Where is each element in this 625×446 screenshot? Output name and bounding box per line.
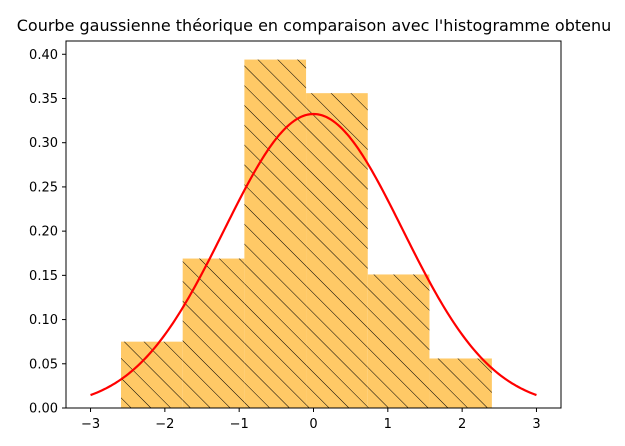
y-tick-label: 0.30 xyxy=(29,136,58,151)
histogram-bars xyxy=(121,59,492,409)
x-tick-label: 1 xyxy=(384,417,392,432)
x-tick-label: 0 xyxy=(309,417,317,432)
y-tick-label: 0.15 xyxy=(29,269,58,284)
x-tick-label: −3 xyxy=(81,417,100,432)
x-tick-label: −2 xyxy=(155,417,174,432)
y-tick-label: 0.40 xyxy=(29,48,58,63)
gaussian-curve xyxy=(90,112,537,397)
x-tick-label: 3 xyxy=(532,417,540,432)
histogram-bar-hatch xyxy=(244,59,307,409)
axes: −3 −2 −1 0 1 2 3 0.00 0.05 0.10 0.15 0.20 0.25 0.30 0.… xyxy=(29,40,562,432)
gaussian-curve-layer xyxy=(90,112,537,397)
y-tick-label: 0.10 xyxy=(29,313,58,328)
y-tick-label: 0.00 xyxy=(29,402,58,417)
y-tick-label: 0.05 xyxy=(29,357,58,372)
y-tick-label: 0.20 xyxy=(29,225,58,240)
x-tick-label: 2 xyxy=(458,417,466,432)
y-tick-label: 0.35 xyxy=(29,92,58,107)
histogram-bar-hatch xyxy=(429,358,492,408)
x-tick-label: −1 xyxy=(230,417,249,432)
histogram-bar-hatch xyxy=(306,93,368,408)
histogram-bar-hatch xyxy=(182,258,245,408)
histogram-bar-hatch xyxy=(367,274,430,408)
chart-title: Courbe gaussienne théorique en comparais… xyxy=(17,16,612,35)
y-tick-label: 0.25 xyxy=(29,180,58,195)
